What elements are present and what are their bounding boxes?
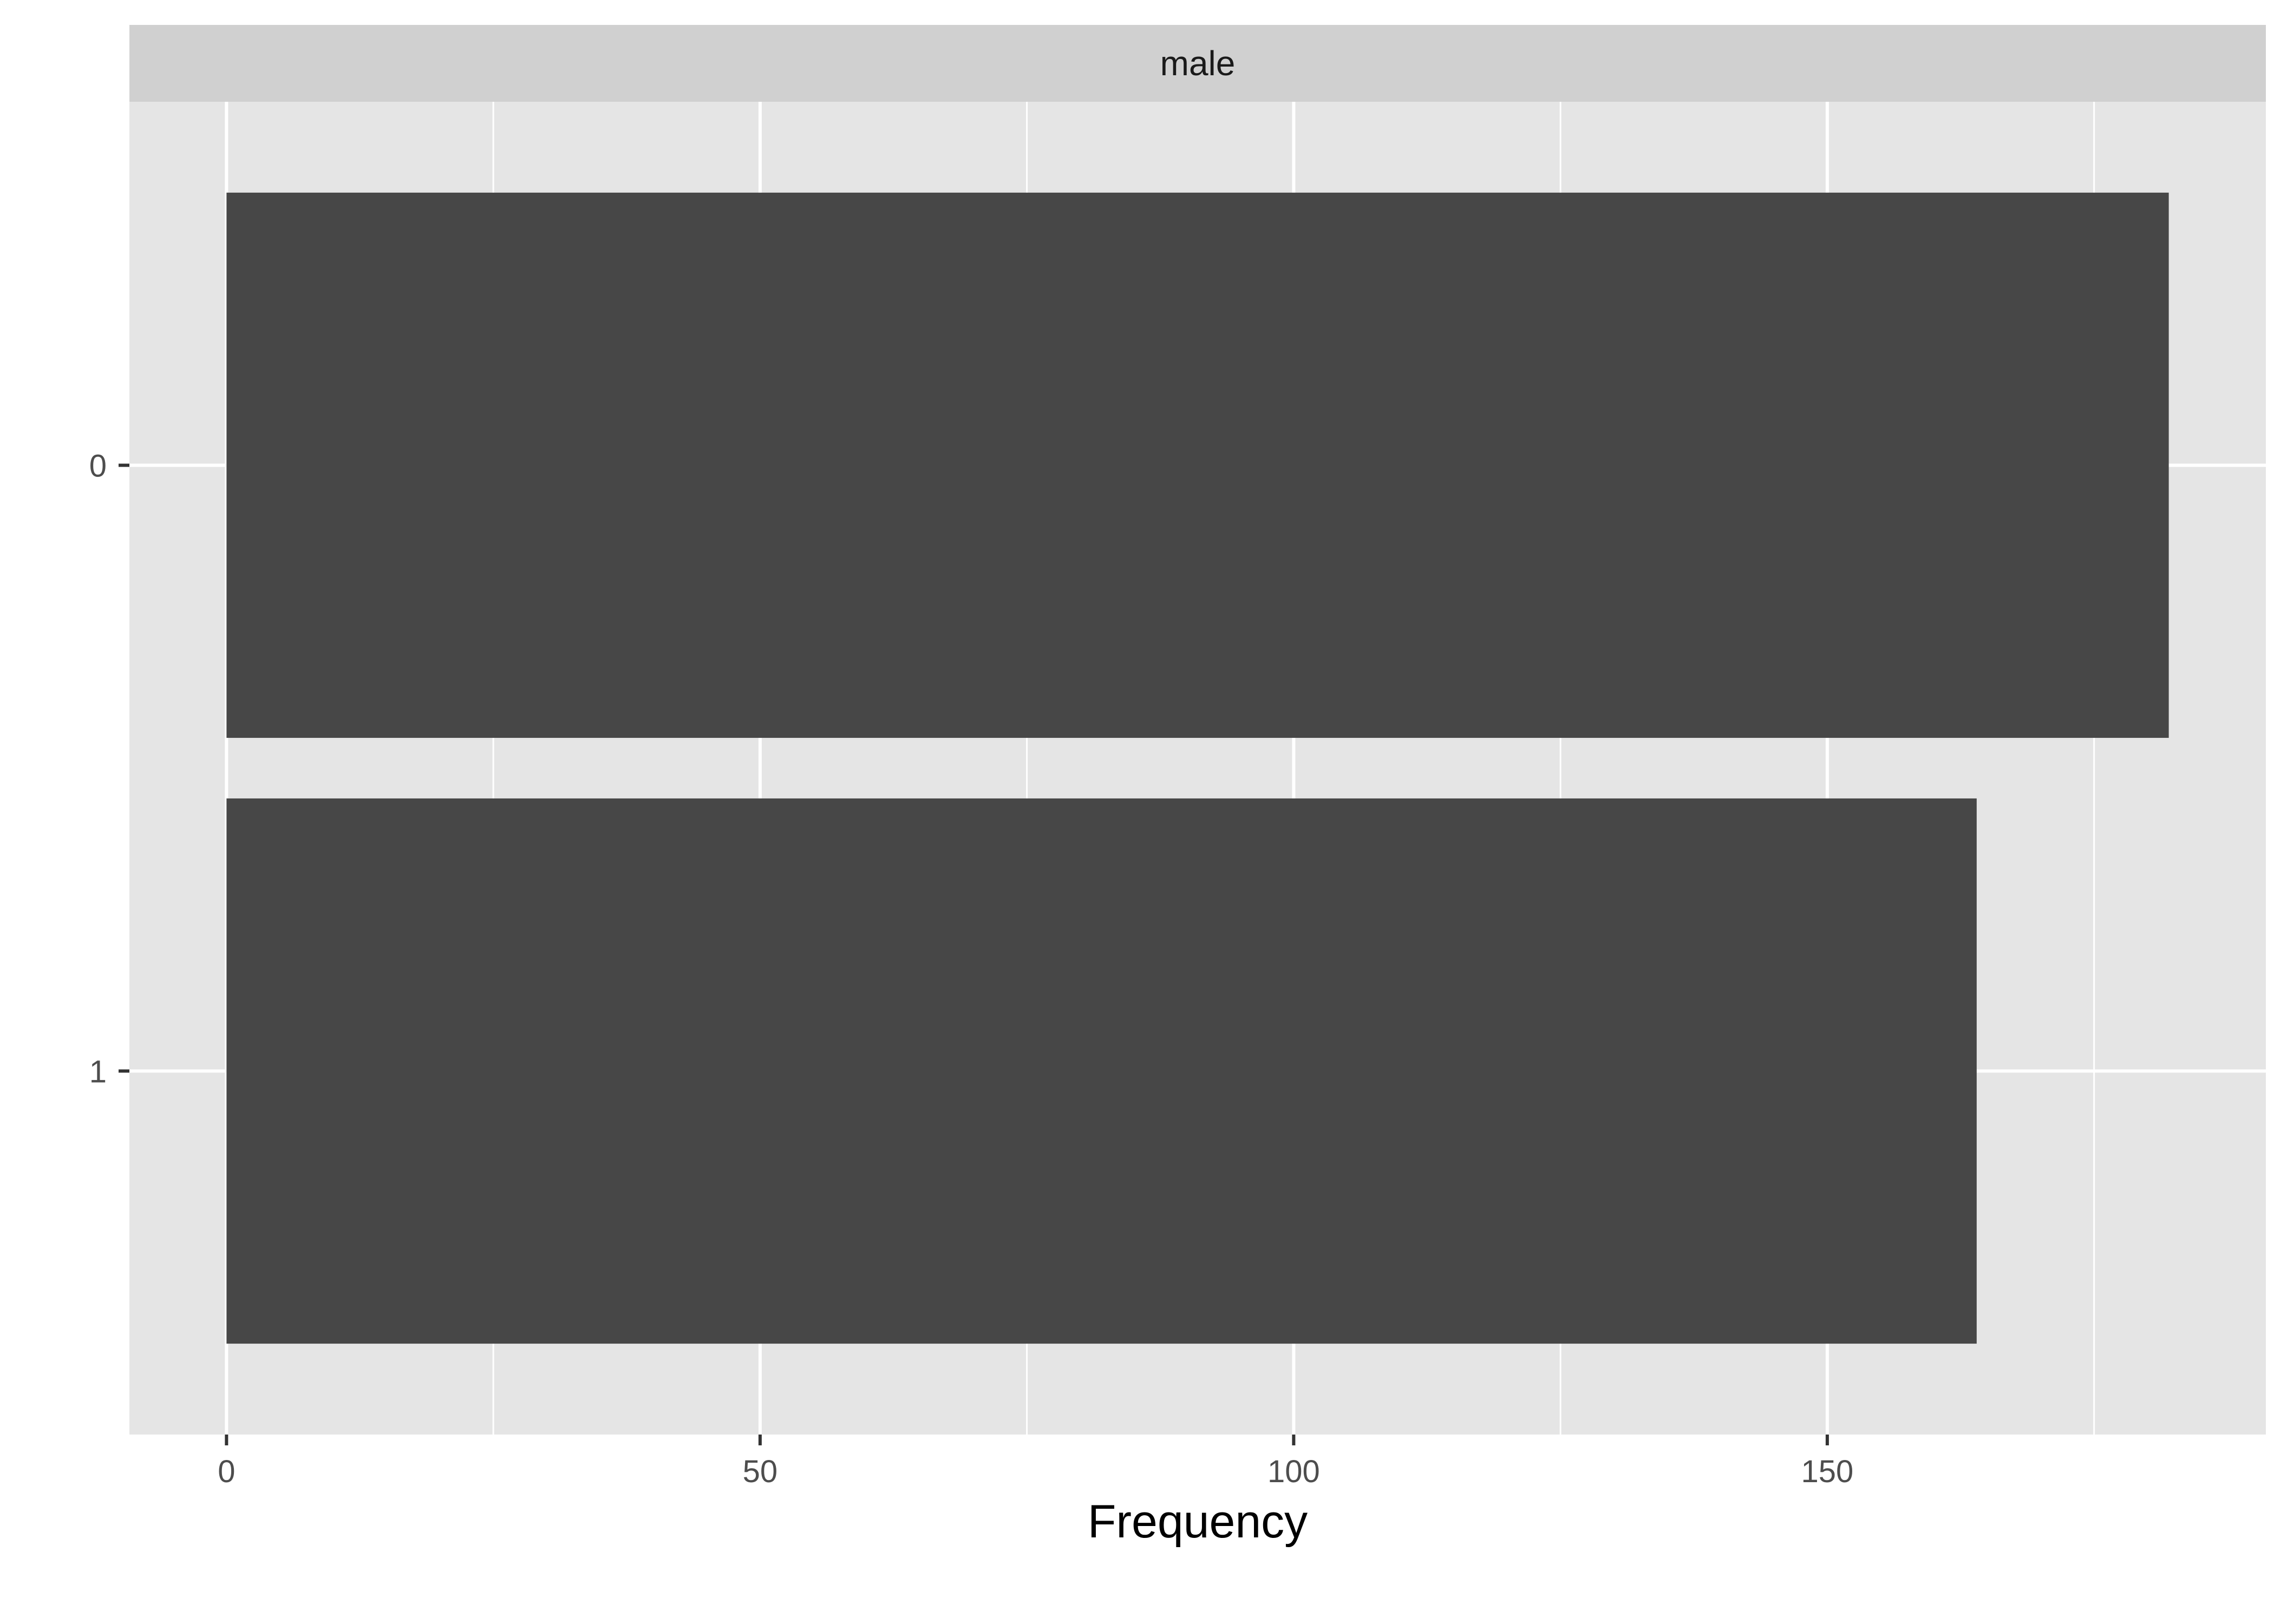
x-tick-label: 100 (1267, 1454, 1320, 1489)
x-tick-label: 50 (743, 1454, 778, 1489)
x-tick-label: 0 (218, 1454, 235, 1489)
y-axis: 01 (89, 448, 129, 1090)
bars (226, 192, 2169, 1344)
x-tick-label: 150 (1801, 1454, 1854, 1489)
bar-1 (226, 798, 1977, 1344)
bar-0 (226, 192, 2169, 738)
y-tick-label: 1 (89, 1055, 107, 1090)
x-axis: 0 50 100 150 (218, 1435, 1853, 1489)
facet-strip-label: male (1160, 44, 1236, 83)
y-tick-label: 0 (89, 448, 107, 483)
facet-strip (129, 25, 2266, 102)
x-axis-title: Frequency (1088, 1496, 1308, 1548)
